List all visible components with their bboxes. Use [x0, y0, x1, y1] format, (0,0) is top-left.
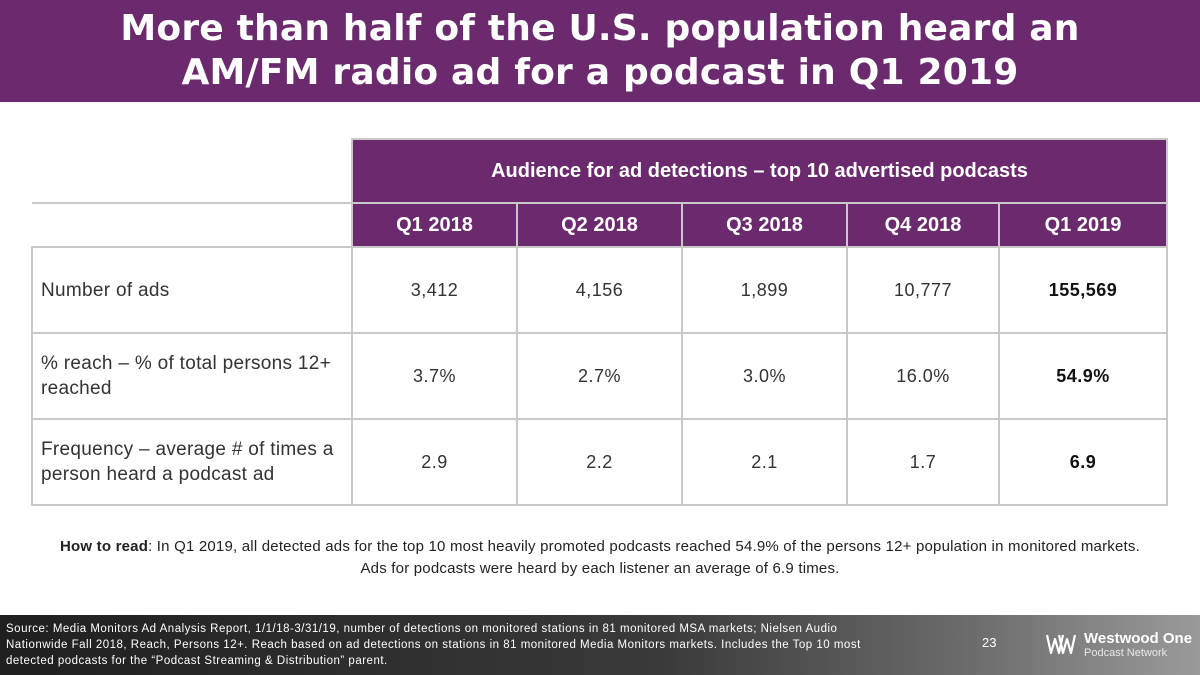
title-banner: More than half of the U.S. population he…	[0, 0, 1200, 102]
column-header-q1-2018: Q1 2018	[351, 202, 518, 248]
column-header-q1-2019: Q1 2019	[998, 202, 1168, 248]
table-cell: 2.2	[516, 418, 683, 506]
table-cell: 1.7	[846, 418, 1000, 506]
table-cell: 3.7%	[351, 332, 518, 420]
table-cell: 2.1	[681, 418, 848, 506]
how-to-read-label: How to read	[60, 538, 149, 555]
how-to-read-text: : In Q1 2019, all detected ads for the t…	[148, 538, 1140, 577]
row-label-frequency: Frequency – average # of times a person …	[31, 418, 353, 506]
row-label-number-of-ads: Number of ads	[31, 246, 353, 334]
table-cell: 16.0%	[846, 332, 1000, 420]
wave-logo-icon	[1046, 634, 1077, 655]
table-cell: 2.9	[351, 418, 518, 506]
table-cell: 2.7%	[516, 332, 683, 420]
table-cell: 1,899	[681, 246, 848, 334]
table-cell: 4,156	[516, 246, 683, 334]
ad-detections-table: Audience for ad detections – top 10 adve…	[31, 138, 1168, 506]
column-header-q2-2018: Q2 2018	[516, 202, 683, 248]
footer-bar: Source: Media Monitors Ad Analysis Repor…	[0, 615, 1200, 675]
column-header-q4-2018: Q4 2018	[846, 202, 1000, 248]
source-note: Source: Media Monitors Ad Analysis Repor…	[6, 623, 861, 667]
table-row: % reach – % of total persons 12+ reached…	[31, 332, 1168, 420]
logo-subtitle: Podcast Network	[1084, 647, 1168, 659]
table-corner	[32, 203, 353, 248]
column-header-q3-2018: Q3 2018	[681, 202, 848, 248]
table-corner	[32, 139, 353, 204]
page-title-line-2: AM/FM radio ad for a podcast in Q1 2019	[181, 52, 1019, 93]
table-row: Frequency – average # of times a person …	[31, 418, 1168, 506]
table-cell: 3.0%	[681, 332, 848, 420]
table-cell-highlight: 6.9	[998, 418, 1168, 506]
how-to-read-note: How to read: In Q1 2019, all detected ad…	[60, 536, 1140, 580]
logo-name: Westwood One	[1084, 630, 1193, 647]
table-cell-highlight: 54.9%	[998, 332, 1168, 420]
page-number: 23	[982, 635, 997, 650]
table-group-header: Audience for ad detections – top 10 adve…	[351, 138, 1168, 204]
table-cell: 3,412	[351, 246, 518, 334]
table-row: Number of ads 3,412 4,156 1,899 10,777 1…	[31, 246, 1168, 334]
row-label-reach: % reach – % of total persons 12+ reached	[31, 332, 353, 420]
westwood-one-logo: Westwood One Podcast Network	[1046, 631, 1192, 661]
table-cell: 10,777	[846, 246, 1000, 334]
page-title-line-1: More than half of the U.S. population he…	[120, 8, 1080, 49]
table-cell-highlight: 155,569	[998, 246, 1168, 334]
